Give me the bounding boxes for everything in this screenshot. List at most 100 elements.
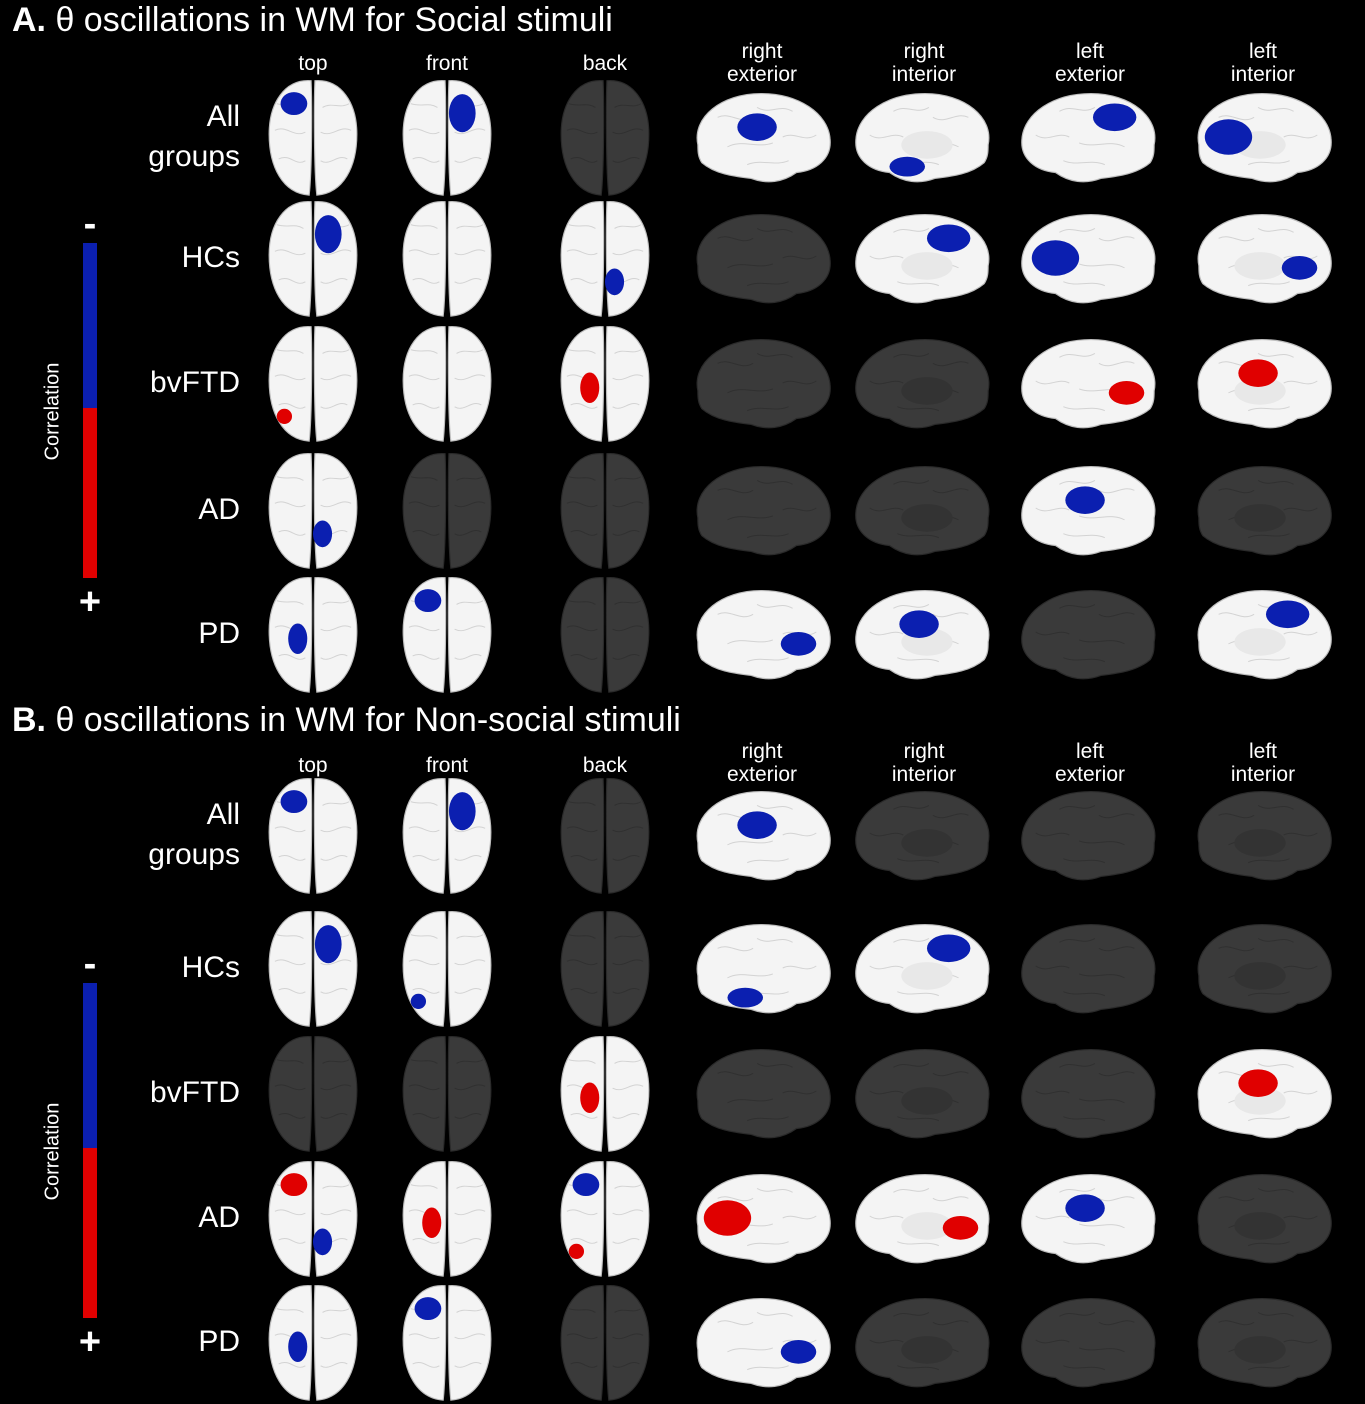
brain-right-interior-view: [850, 1168, 998, 1268]
column-header-left-exterior: left exterior: [1015, 740, 1165, 786]
brain-top-view: [265, 1031, 361, 1155]
colorbar-plus-label: +: [78, 581, 102, 623]
row-label: All groups: [40, 795, 240, 875]
brain-right-exterior-view: [688, 918, 836, 1018]
column-header-line: back: [582, 52, 628, 75]
row-label-line: bvFTD: [150, 366, 240, 399]
column-header-right-exterior: right exterior: [687, 40, 837, 86]
brain-front-view: [399, 1156, 495, 1280]
brain-left-exterior-view: [1016, 460, 1164, 560]
row-label: bvFTD: [40, 1073, 240, 1113]
colorbar-plus-label: +: [78, 1321, 102, 1363]
brain-front-view: [399, 1280, 495, 1404]
brain-right-exterior-view: [688, 208, 836, 308]
brain-left-exterior-view: [1016, 333, 1164, 433]
brain-right-interior-view: [850, 785, 998, 885]
brain-back-view: [557, 1280, 653, 1404]
brain-front-view: [399, 321, 495, 445]
column-header-line: interior: [891, 763, 957, 786]
panel-title-text: θ oscillations in WM for Social stimuli: [55, 1, 613, 39]
colorbar-label: Correlation: [41, 1102, 64, 1201]
brain-left-interior-view: [1189, 87, 1337, 187]
brain-back-view: [557, 75, 653, 199]
row-label-line: PD: [198, 1325, 240, 1358]
brain-left-interior-view: [1189, 333, 1337, 433]
row-label-line: groups: [148, 140, 240, 173]
brain-right-exterior-view: [688, 785, 836, 885]
row-label: All groups: [40, 97, 240, 177]
panel-title: B. θ oscillations in WM for Non-social s…: [12, 700, 681, 740]
brain-front-view: [399, 196, 495, 320]
colorbar-minus-label: -: [83, 203, 97, 245]
brain-right-exterior-view: [688, 1043, 836, 1143]
row-label-line: All: [206, 798, 240, 831]
column-header-line: front: [425, 754, 469, 777]
brain-right-interior-view: [850, 584, 998, 684]
brain-right-interior-view: [850, 460, 998, 560]
brain-left-exterior-view: [1016, 785, 1164, 885]
brain-left-interior-view: [1189, 1168, 1337, 1268]
brain-top-view: [265, 448, 361, 572]
brain-right-interior-view: [850, 1292, 998, 1392]
row-label-line: groups: [148, 838, 240, 871]
brain-left-exterior-view: [1016, 918, 1164, 1018]
brain-back-view: [557, 1031, 653, 1155]
row-label-line: AD: [198, 493, 240, 526]
brain-right-exterior-view: [688, 1168, 836, 1268]
brain-top-view: [265, 572, 361, 696]
brain-left-interior-view: [1189, 918, 1337, 1018]
brain-top-view: [265, 75, 361, 199]
column-header-left-interior: left interior: [1188, 40, 1338, 86]
row-label: PD: [40, 614, 240, 654]
row-label-line: All: [206, 100, 240, 133]
column-header-line: right: [741, 740, 783, 763]
column-header-line: exterior: [1054, 63, 1126, 86]
column-header-left-interior: left interior: [1188, 740, 1338, 786]
row-label: PD: [40, 1322, 240, 1362]
column-header-back: back: [530, 52, 680, 75]
brain-left-exterior-view: [1016, 1292, 1164, 1392]
column-header-line: left: [1075, 740, 1104, 763]
brain-back-view: [557, 572, 653, 696]
brain-front-view: [399, 773, 495, 897]
brain-left-interior-view: [1189, 1043, 1337, 1143]
colorbar-label: Correlation: [41, 362, 64, 461]
column-header-line: interior: [1230, 763, 1296, 786]
column-header-front: front: [372, 52, 522, 75]
brain-left-exterior-view: [1016, 584, 1164, 684]
brain-top-view: [265, 773, 361, 897]
brain-left-interior-view: [1189, 208, 1337, 308]
colorbar-negative-segment: [83, 243, 97, 408]
column-header-line: exterior: [726, 63, 798, 86]
row-label: bvFTD: [40, 363, 240, 403]
brain-back-view: [557, 906, 653, 1030]
column-header-line: right: [903, 40, 945, 63]
column-header-line: back: [582, 754, 628, 777]
brain-back-view: [557, 1156, 653, 1280]
column-header-top: top: [238, 754, 388, 777]
row-label: AD: [40, 1198, 240, 1238]
brain-left-exterior-view: [1016, 87, 1164, 187]
brain-right-exterior-view: [688, 584, 836, 684]
brain-top-view: [265, 196, 361, 320]
brain-right-interior-view: [850, 208, 998, 308]
brain-left-interior-view: [1189, 584, 1337, 684]
column-header-back: back: [530, 754, 680, 777]
column-header-line: interior: [891, 63, 957, 86]
brain-left-interior-view: [1189, 460, 1337, 560]
column-header-line: interior: [1230, 63, 1296, 86]
panel-title-text: θ oscillations in WM for Non-social stim…: [55, 701, 681, 739]
column-header-line: top: [298, 52, 328, 75]
colorbar-negative-segment: [83, 983, 97, 1148]
brain-right-interior-view: [850, 1043, 998, 1143]
column-header-left-exterior: left exterior: [1015, 40, 1165, 86]
brain-right-exterior-view: [688, 460, 836, 560]
column-header-top: top: [238, 52, 388, 75]
colorbar-minus-label: -: [83, 943, 97, 985]
panel-letter: B.: [12, 701, 46, 739]
column-header-line: front: [425, 52, 469, 75]
column-header-right-exterior: right exterior: [687, 740, 837, 786]
brain-top-view: [265, 1280, 361, 1404]
column-header-line: exterior: [1054, 763, 1126, 786]
brain-top-view: [265, 906, 361, 1030]
